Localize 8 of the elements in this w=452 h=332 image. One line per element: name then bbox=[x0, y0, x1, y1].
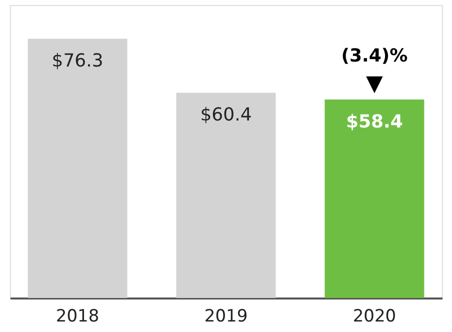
annotation: (3.4)% bbox=[341, 46, 408, 67]
x-tick-label: 2019 bbox=[204, 306, 248, 326]
annotation: ▼ bbox=[366, 72, 383, 97]
data-label: $60.4 bbox=[200, 104, 252, 126]
x-tick-label: 2018 bbox=[56, 306, 100, 326]
x-tick-label: 2020 bbox=[352, 306, 396, 326]
data-label: $58.4 bbox=[346, 112, 403, 133]
data-label: $76.3 bbox=[52, 50, 104, 72]
